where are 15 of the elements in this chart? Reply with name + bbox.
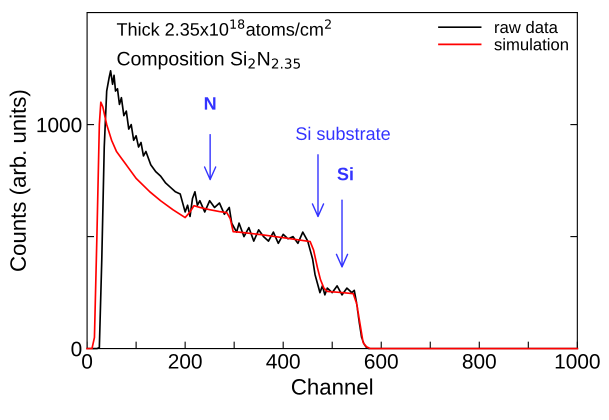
x-tick-label: 200 — [168, 354, 202, 369]
annotation: Composition Si$_{2}$N$_{2.35}$ — [117, 51, 300, 70]
annotation: Si substrate — [296, 126, 390, 140]
annotation: N — [204, 97, 216, 110]
x-tick-label: 600 — [364, 354, 398, 369]
x-tick-label: 1000 — [556, 354, 600, 369]
x-tick-label: 400 — [266, 354, 300, 369]
annotation: Si — [337, 167, 353, 180]
y-axis-title: Counts (arb. units) — [10, 90, 30, 271]
x-axis-title: Channel — [292, 378, 372, 395]
legend-label: simulation — [494, 38, 568, 50]
annotation: Thick 2.35x10$^{18}$atoms/cm$^{2}$ — [116, 19, 331, 36]
x-tick-label: 0 — [82, 354, 92, 369]
x-tick-label: 800 — [462, 354, 496, 369]
legend-label: raw data — [495, 20, 558, 34]
